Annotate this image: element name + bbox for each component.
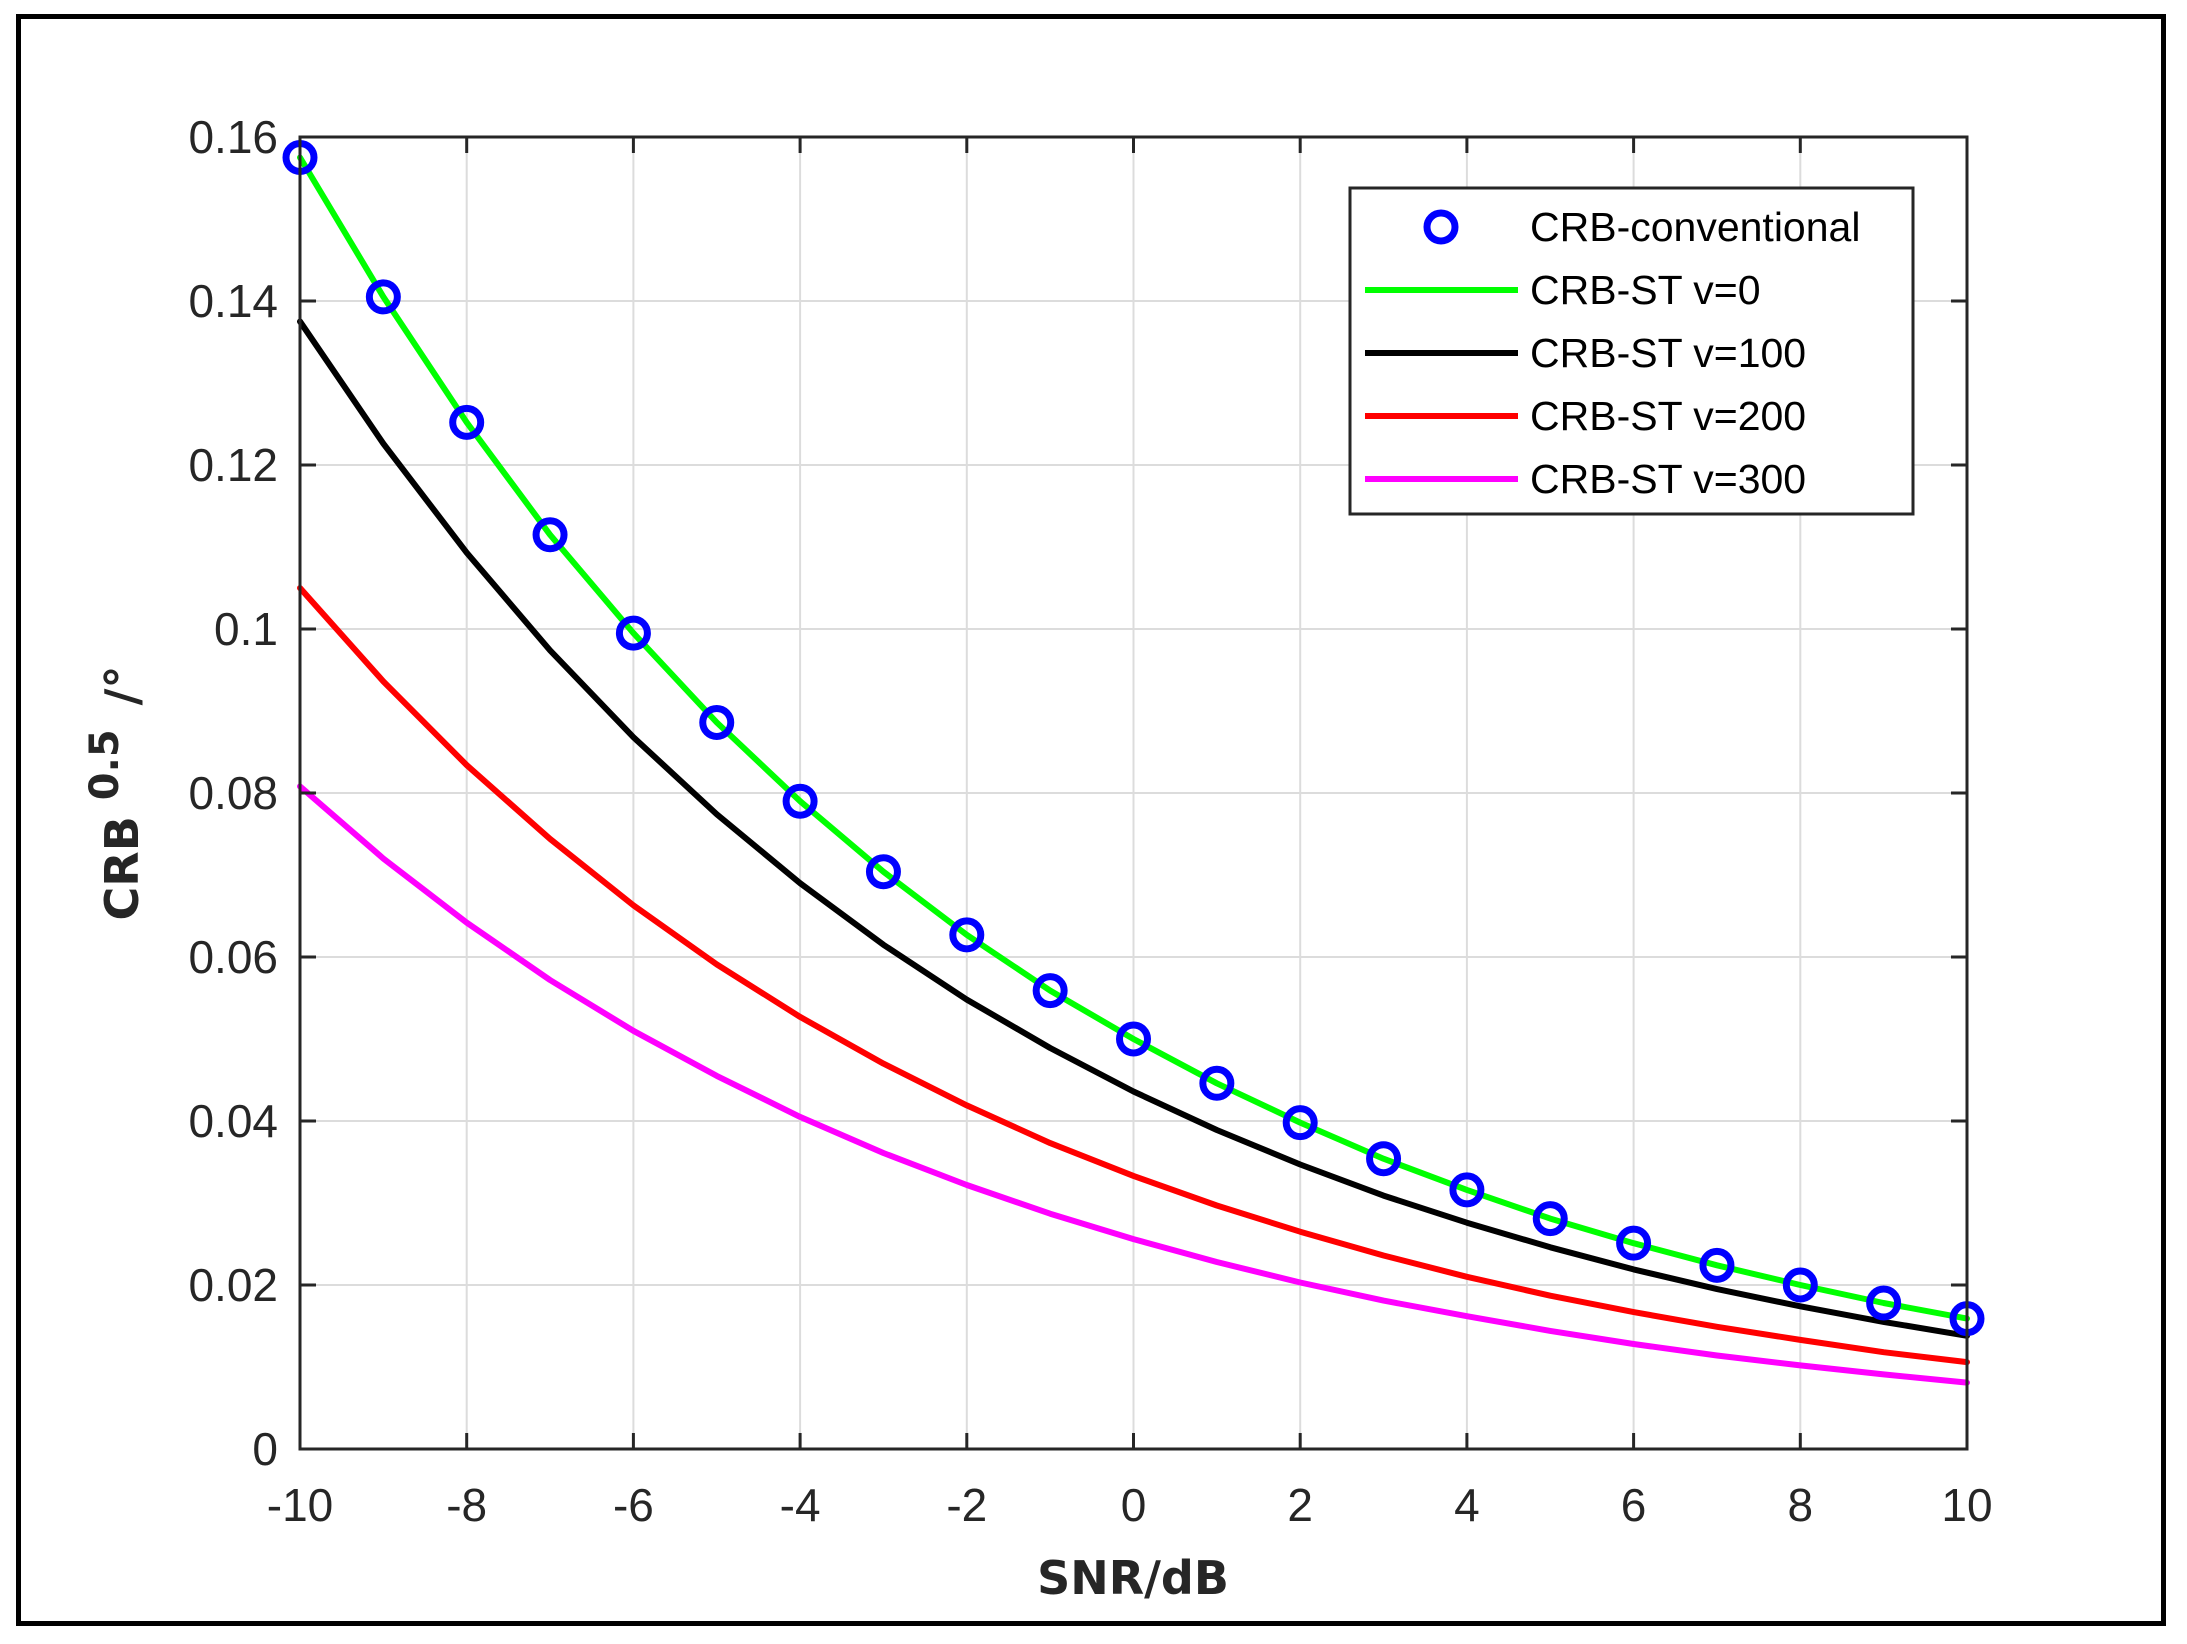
y-tick-label: 0.16	[188, 111, 278, 163]
series-marker-crb-conventional	[1782, 1267, 1818, 1303]
y-tick-label: 0.06	[188, 931, 278, 983]
series-layer	[282, 140, 1985, 1386]
series-marker-crb-conventional	[865, 854, 901, 890]
x-axis-label: SNR/dB	[1037, 1551, 1229, 1605]
legend: CRB-conventional CRB-ST v=0 CRB-ST v=100 CR…	[1348, 186, 1915, 516]
legend-label-crb-st-v-100: CRB-ST v=100	[1530, 330, 1806, 376]
axis-ticks: -10 -8 -6 -4 -2 0 2 4 6 8 10 0 0.02 0.04 0.06 0.08 0.1 0.…	[188, 111, 1992, 1531]
series-marker-crb-conventional	[1032, 973, 1068, 1009]
series-line-crb-st-v-300	[297, 783, 1970, 1386]
series-marker-crb-conventional	[699, 704, 735, 740]
series-marker-crb-conventional	[1282, 1105, 1318, 1141]
y-axis-label-sup: 0.5	[82, 729, 128, 800]
legend-label-crb-conventional: CRB-conventional	[1530, 204, 1860, 250]
x-tick-label: -6	[613, 1479, 654, 1531]
y-tick-label: 0.12	[188, 439, 278, 491]
series-marker-crb-conventional	[1199, 1065, 1235, 1101]
x-tick-label: -2	[946, 1479, 987, 1531]
legend-label-crb-st-v-0: CRB-ST v=0	[1530, 267, 1761, 313]
svg-text:CRB 0.5 /°: CRB 0.5 /°	[75, 666, 149, 921]
y-tick-label: 0.04	[188, 1095, 278, 1147]
x-tick-label: -4	[780, 1479, 821, 1531]
y-tick-label: 0.14	[188, 275, 278, 327]
x-tick-label: 8	[1788, 1479, 1814, 1531]
series-marker-crb-conventional	[1699, 1247, 1735, 1283]
x-tick-label: 6	[1621, 1479, 1647, 1531]
y-tick-label: 0	[252, 1423, 278, 1475]
figure-frame	[16, 14, 2166, 1626]
series-line-crb-st-v-200	[297, 585, 1970, 1366]
y-axis-label: CRB 0.5 /°	[75, 666, 149, 921]
legend-marker-crb-conventional	[1423, 209, 1459, 245]
y-axis-label-main: CRB	[95, 816, 149, 920]
legend-label-crb-st-v-200: CRB-ST v=200	[1530, 393, 1806, 439]
x-tick-label: 0	[1121, 1479, 1147, 1531]
series-marker-crb-conventional	[782, 783, 818, 819]
x-tick-label: 2	[1287, 1479, 1313, 1531]
series-line-crb-st-v-100	[297, 318, 1970, 1339]
series-marker-crb-conventional	[1116, 1021, 1151, 1057]
series-marker-crb-conventional	[449, 404, 485, 440]
x-tick-label: -8	[446, 1479, 487, 1531]
series-marker-crb-conventional	[532, 517, 568, 553]
series-marker-crb-conventional	[1449, 1172, 1485, 1208]
y-axis-label-unit: /°	[95, 666, 149, 706]
series-marker-crb-conventional	[1532, 1201, 1568, 1237]
series-marker-crb-conventional	[1866, 1285, 1902, 1321]
series-marker-crb-conventional	[365, 279, 401, 315]
x-tick-label: 10	[1941, 1479, 1992, 1531]
series-marker-crb-conventional	[1616, 1225, 1652, 1261]
x-tick-label: -10	[267, 1479, 333, 1531]
series-line-crb-st-v-0	[297, 154, 1970, 1322]
series-marker-crb-conventional	[949, 917, 985, 953]
y-tick-label: 0.02	[188, 1259, 278, 1311]
y-tick-label: 0.08	[188, 767, 278, 819]
x-tick-label: 4	[1454, 1479, 1480, 1531]
legend-label-crb-st-v-300: CRB-ST v=300	[1530, 456, 1806, 502]
series-marker-crb-conventional	[1366, 1141, 1402, 1177]
y-tick-label: 0.1	[214, 603, 278, 655]
series-marker-crb-conventional	[615, 615, 651, 651]
